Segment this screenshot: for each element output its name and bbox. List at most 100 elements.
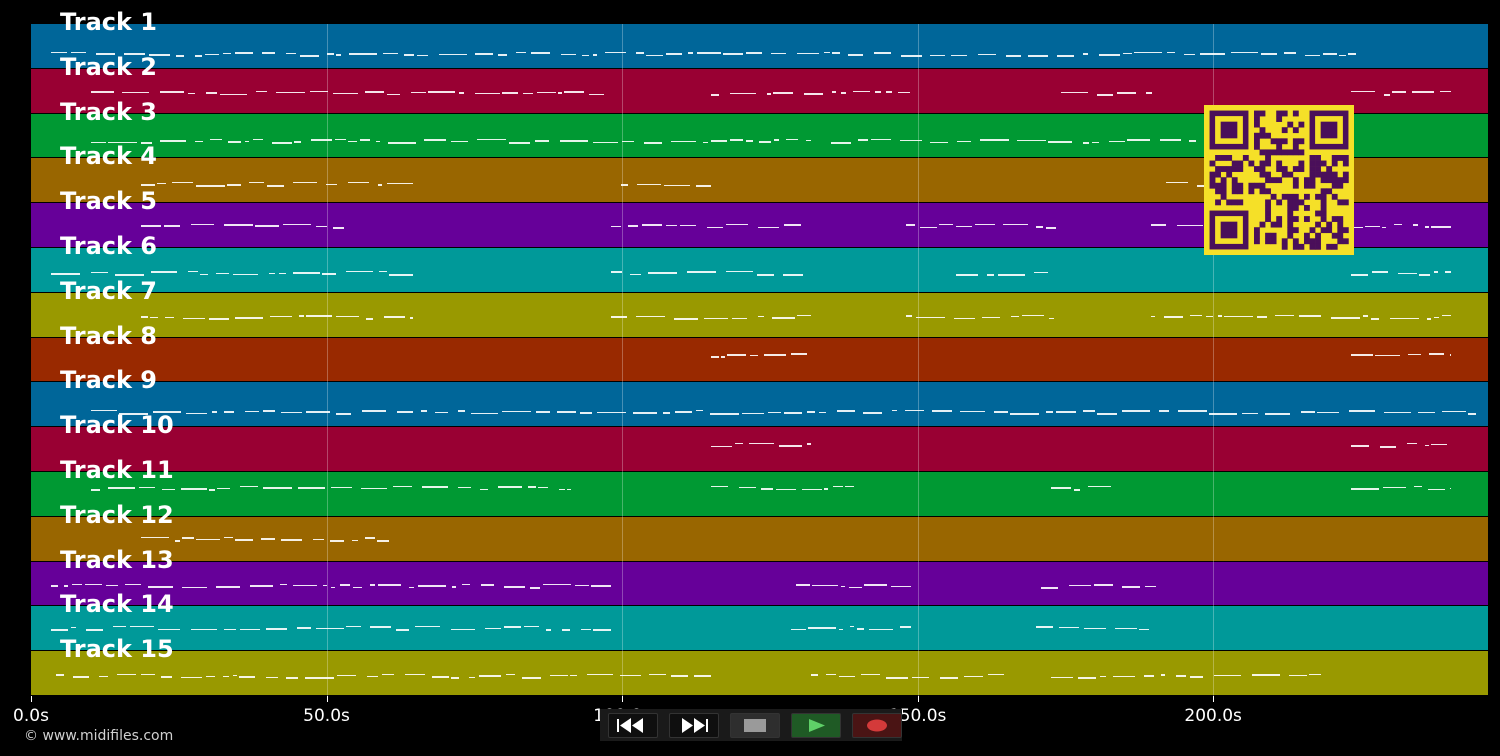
track-label: Track 11 bbox=[60, 456, 174, 484]
midi-note bbox=[1348, 53, 1356, 55]
midi-note bbox=[906, 224, 915, 227]
midi-note bbox=[824, 52, 830, 53]
midi-note bbox=[611, 271, 622, 273]
qr-code-icon[interactable] bbox=[1204, 105, 1354, 255]
tick-mark bbox=[1213, 696, 1215, 702]
midi-note bbox=[504, 626, 521, 629]
midi-note bbox=[764, 353, 786, 356]
midi-note bbox=[960, 411, 985, 413]
midi-note bbox=[106, 584, 118, 586]
midi-note bbox=[649, 674, 666, 676]
midi-note bbox=[550, 675, 568, 677]
midi-note bbox=[735, 443, 743, 445]
midi-note bbox=[1078, 677, 1096, 680]
midi-note bbox=[233, 675, 237, 677]
midi-note bbox=[620, 675, 641, 677]
midi-note bbox=[900, 139, 922, 141]
midi-note bbox=[255, 225, 279, 228]
midi-note bbox=[360, 138, 370, 141]
midi-note bbox=[1257, 315, 1267, 318]
rewind-button[interactable] bbox=[608, 713, 658, 738]
midi-note bbox=[864, 583, 887, 586]
midi-note bbox=[773, 91, 793, 94]
midi-note bbox=[711, 486, 728, 487]
midi-note bbox=[772, 316, 795, 319]
midi-note bbox=[845, 486, 854, 487]
midi-note bbox=[108, 487, 135, 489]
midi-note bbox=[841, 585, 845, 587]
midi-note bbox=[1365, 226, 1380, 228]
midi-note bbox=[509, 141, 530, 144]
midi-note bbox=[1145, 585, 1156, 587]
midi-note bbox=[191, 629, 217, 631]
midi-note bbox=[537, 91, 556, 93]
qr-code-graphic bbox=[1209, 110, 1349, 250]
midi-note bbox=[711, 355, 719, 358]
midi-note bbox=[1331, 316, 1360, 319]
midi-note bbox=[1051, 487, 1071, 489]
midi-note bbox=[176, 55, 184, 57]
stop-button[interactable] bbox=[730, 713, 780, 738]
midi-note bbox=[387, 183, 413, 185]
midi-note bbox=[593, 141, 618, 143]
midi-note bbox=[1353, 227, 1363, 229]
midi-note bbox=[216, 585, 240, 588]
midi-note bbox=[475, 92, 500, 94]
midi-note bbox=[675, 411, 692, 414]
midi-note bbox=[451, 140, 468, 142]
midi-note bbox=[286, 677, 298, 680]
midi-note bbox=[784, 412, 802, 415]
lane-separator bbox=[31, 426, 1488, 428]
midi-note bbox=[1299, 314, 1321, 317]
midi-note bbox=[71, 627, 76, 629]
midi-note bbox=[516, 52, 526, 53]
midi-note bbox=[811, 674, 818, 677]
play-button[interactable] bbox=[791, 713, 841, 738]
midi-note bbox=[774, 138, 779, 141]
midi-note bbox=[1003, 224, 1028, 226]
midi-note bbox=[333, 227, 344, 230]
midi-note bbox=[523, 92, 533, 94]
midi-note bbox=[86, 629, 103, 632]
midi-note bbox=[141, 141, 152, 144]
midi-note bbox=[1097, 93, 1113, 96]
midi-note bbox=[1218, 314, 1222, 317]
midi-note bbox=[694, 675, 711, 678]
midi-note bbox=[587, 674, 613, 676]
midi-note bbox=[210, 138, 222, 140]
midi-note bbox=[188, 92, 195, 94]
midi-note bbox=[91, 90, 114, 93]
tick-label: 150.0s bbox=[888, 706, 947, 726]
midi-note bbox=[543, 583, 571, 585]
midi-note bbox=[1088, 486, 1111, 487]
lane-separator bbox=[31, 695, 1488, 696]
track-label: Track 8 bbox=[60, 321, 158, 350]
midi-note bbox=[220, 93, 247, 95]
midi-note bbox=[861, 674, 880, 676]
midi-note bbox=[191, 224, 214, 226]
fast-forward-button[interactable] bbox=[669, 713, 719, 738]
midi-note bbox=[1164, 315, 1183, 318]
midi-note bbox=[51, 584, 58, 587]
midi-note bbox=[162, 489, 175, 490]
midi-note bbox=[711, 139, 727, 142]
midi-note bbox=[235, 52, 253, 54]
midi-note bbox=[630, 274, 641, 275]
midi-note bbox=[305, 677, 334, 680]
record-button[interactable] bbox=[852, 713, 902, 738]
midi-note bbox=[249, 182, 264, 184]
lane-separator bbox=[31, 291, 1488, 293]
midi-note bbox=[141, 225, 161, 228]
midi-note bbox=[1431, 444, 1447, 446]
midi-note bbox=[711, 446, 732, 448]
midi-note bbox=[417, 55, 428, 56]
midi-note bbox=[233, 274, 258, 275]
midi-note bbox=[393, 486, 412, 487]
midi-note bbox=[1398, 273, 1417, 274]
midi-note bbox=[148, 585, 173, 588]
midi-note bbox=[687, 271, 716, 273]
midi-note bbox=[901, 55, 922, 57]
midi-note bbox=[1049, 317, 1054, 319]
midi-note bbox=[696, 410, 703, 412]
midi-note bbox=[807, 443, 811, 446]
